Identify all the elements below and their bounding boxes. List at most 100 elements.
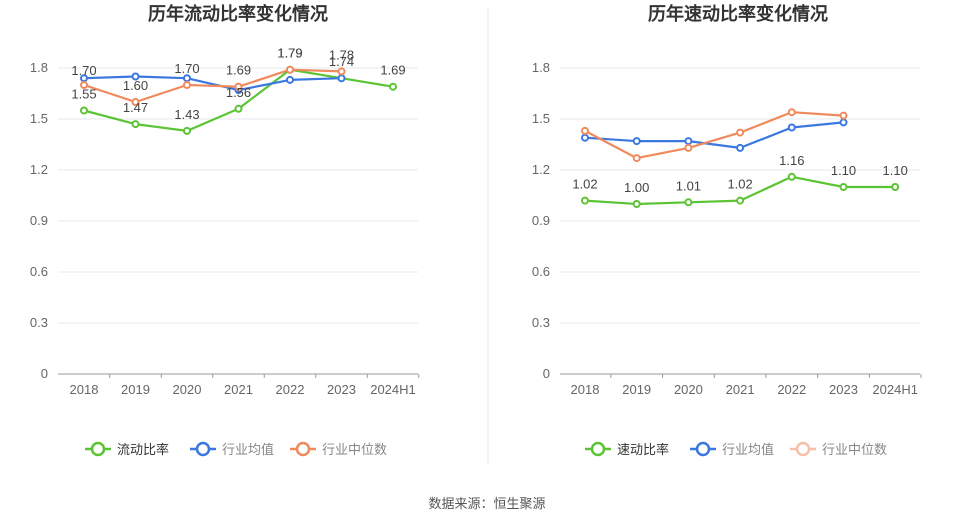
data-point [234, 82, 243, 91]
data-label: 1.47 [123, 100, 148, 115]
x-tick-label: 2021 [726, 382, 755, 397]
y-tick-label: 1.5 [532, 111, 550, 126]
data-point [183, 126, 191, 135]
data-label: 1.60 [123, 78, 148, 93]
legend-label: 行业均值 [222, 442, 274, 457]
data-label: 1.70 [71, 63, 96, 78]
x-tick-label: 2021 [224, 382, 253, 397]
data-label: 1.43 [174, 107, 199, 122]
legend-item[interactable]: 行业中位数 [290, 441, 387, 457]
data-point [787, 123, 796, 132]
data-point [581, 196, 589, 205]
data-point [80, 106, 88, 115]
x-tick-label: 2023 [829, 382, 858, 397]
data-point [736, 143, 745, 152]
legend-label: 速动比率 [617, 442, 669, 457]
chart-title: 历年速动比率变化情况 [648, 3, 828, 24]
legend-item[interactable]: 行业中位数 [790, 441, 887, 457]
legend-item[interactable]: 行业均值 [190, 441, 274, 457]
data-label: 1.70 [174, 61, 199, 76]
quick-ratio-chart: 历年速动比率变化情况 0 0.3 0.6 0.9 1.2 1.5 1.8 2018 2019 20… [532, 3, 922, 457]
y-tick-label: 0 [543, 366, 550, 381]
data-point [787, 172, 796, 181]
data-point [839, 183, 848, 191]
data-point [581, 133, 589, 142]
data-point [736, 128, 745, 137]
data-point [337, 74, 346, 83]
legend-label: 行业中位数 [322, 442, 387, 457]
y-tick-label: 1.2 [30, 162, 48, 177]
y-tick-label: 1.8 [30, 60, 48, 75]
data-point [131, 72, 140, 81]
y-tick-label: 0.3 [30, 315, 48, 330]
data-point [684, 198, 693, 207]
data-point [632, 154, 641, 163]
series-line [83, 68, 342, 104]
x-tick-label: 2019 [121, 382, 150, 397]
data-point [891, 183, 900, 191]
data-point [581, 126, 589, 135]
data-point [131, 98, 140, 106]
data-point [286, 65, 294, 74]
data-point [337, 67, 346, 76]
data-point [131, 120, 140, 129]
data-point [80, 81, 88, 89]
legend-label: 行业均值 [722, 442, 774, 457]
data-point [183, 74, 191, 83]
data-label: 1.10 [883, 163, 908, 178]
x-tick-label: 2019 [622, 382, 651, 397]
series-line [584, 121, 844, 149]
legend-item[interactable]: 速动比率 [585, 441, 669, 457]
data-label: 1.16 [779, 153, 804, 168]
legend-label: 流动比率 [117, 442, 169, 457]
y-tick-label: 0 [41, 366, 48, 381]
x-tick-label: 2020 [674, 382, 703, 397]
data-point [839, 111, 848, 120]
legend-swatch-marker [590, 441, 606, 457]
y-tick-label: 0.6 [30, 264, 48, 279]
data-label: 1.00 [624, 180, 649, 195]
data-label: 1.74 [329, 54, 354, 69]
legend-swatch-marker [90, 441, 106, 457]
legend-item[interactable]: 流动比率 [85, 441, 169, 457]
y-tick-label: 0.9 [30, 213, 48, 228]
series-line [83, 75, 342, 92]
data-label: 1.69 [380, 63, 405, 78]
y-tick-label: 0.9 [532, 213, 550, 228]
data-point [684, 143, 693, 152]
legend-swatch-marker [795, 441, 811, 457]
chart-title: 历年流动比率变化情况 [148, 3, 328, 24]
legend-swatch-marker [195, 441, 211, 457]
legend-item[interactable]: 行业均值 [690, 441, 774, 457]
x-tick-label: 2023 [327, 382, 356, 397]
series-line [584, 111, 844, 160]
data-point [632, 200, 641, 208]
data-label: 1.02 [572, 177, 597, 192]
y-tick-label: 1.8 [532, 60, 550, 75]
data-point [736, 196, 745, 205]
x-tick-label: 2018 [571, 382, 600, 397]
y-tick-label: 1.5 [30, 111, 48, 126]
data-label: 1.78 [329, 47, 354, 62]
data-label: 1.01 [676, 178, 701, 193]
x-tick-label: 2018 [70, 382, 99, 397]
data-point [632, 137, 641, 146]
legend-swatch-marker [695, 441, 711, 457]
x-tick-label: 2022 [777, 382, 806, 397]
x-tick-label: 2024H1 [872, 382, 918, 397]
data-point [183, 81, 191, 89]
y-tick-label: 0.6 [532, 264, 550, 279]
data-label: 1.10 [831, 163, 856, 178]
data-point [286, 75, 294, 84]
data-label: 1.02 [727, 177, 752, 192]
data-point [389, 82, 397, 91]
data-label: 1.56 [226, 85, 251, 100]
y-tick-label: 1.2 [532, 162, 550, 177]
x-tick-label: 2022 [276, 382, 305, 397]
data-source: 数据来源：恒生聚源 [428, 496, 545, 511]
data-point [234, 104, 243, 113]
data-point [839, 118, 848, 127]
legend-swatch-marker [295, 441, 311, 457]
current-ratio-chart: 历年流动比率变化情况 0 0.3 0.6 0.9 1.2 1.5 1.8 2018 2019 20… [30, 3, 420, 457]
